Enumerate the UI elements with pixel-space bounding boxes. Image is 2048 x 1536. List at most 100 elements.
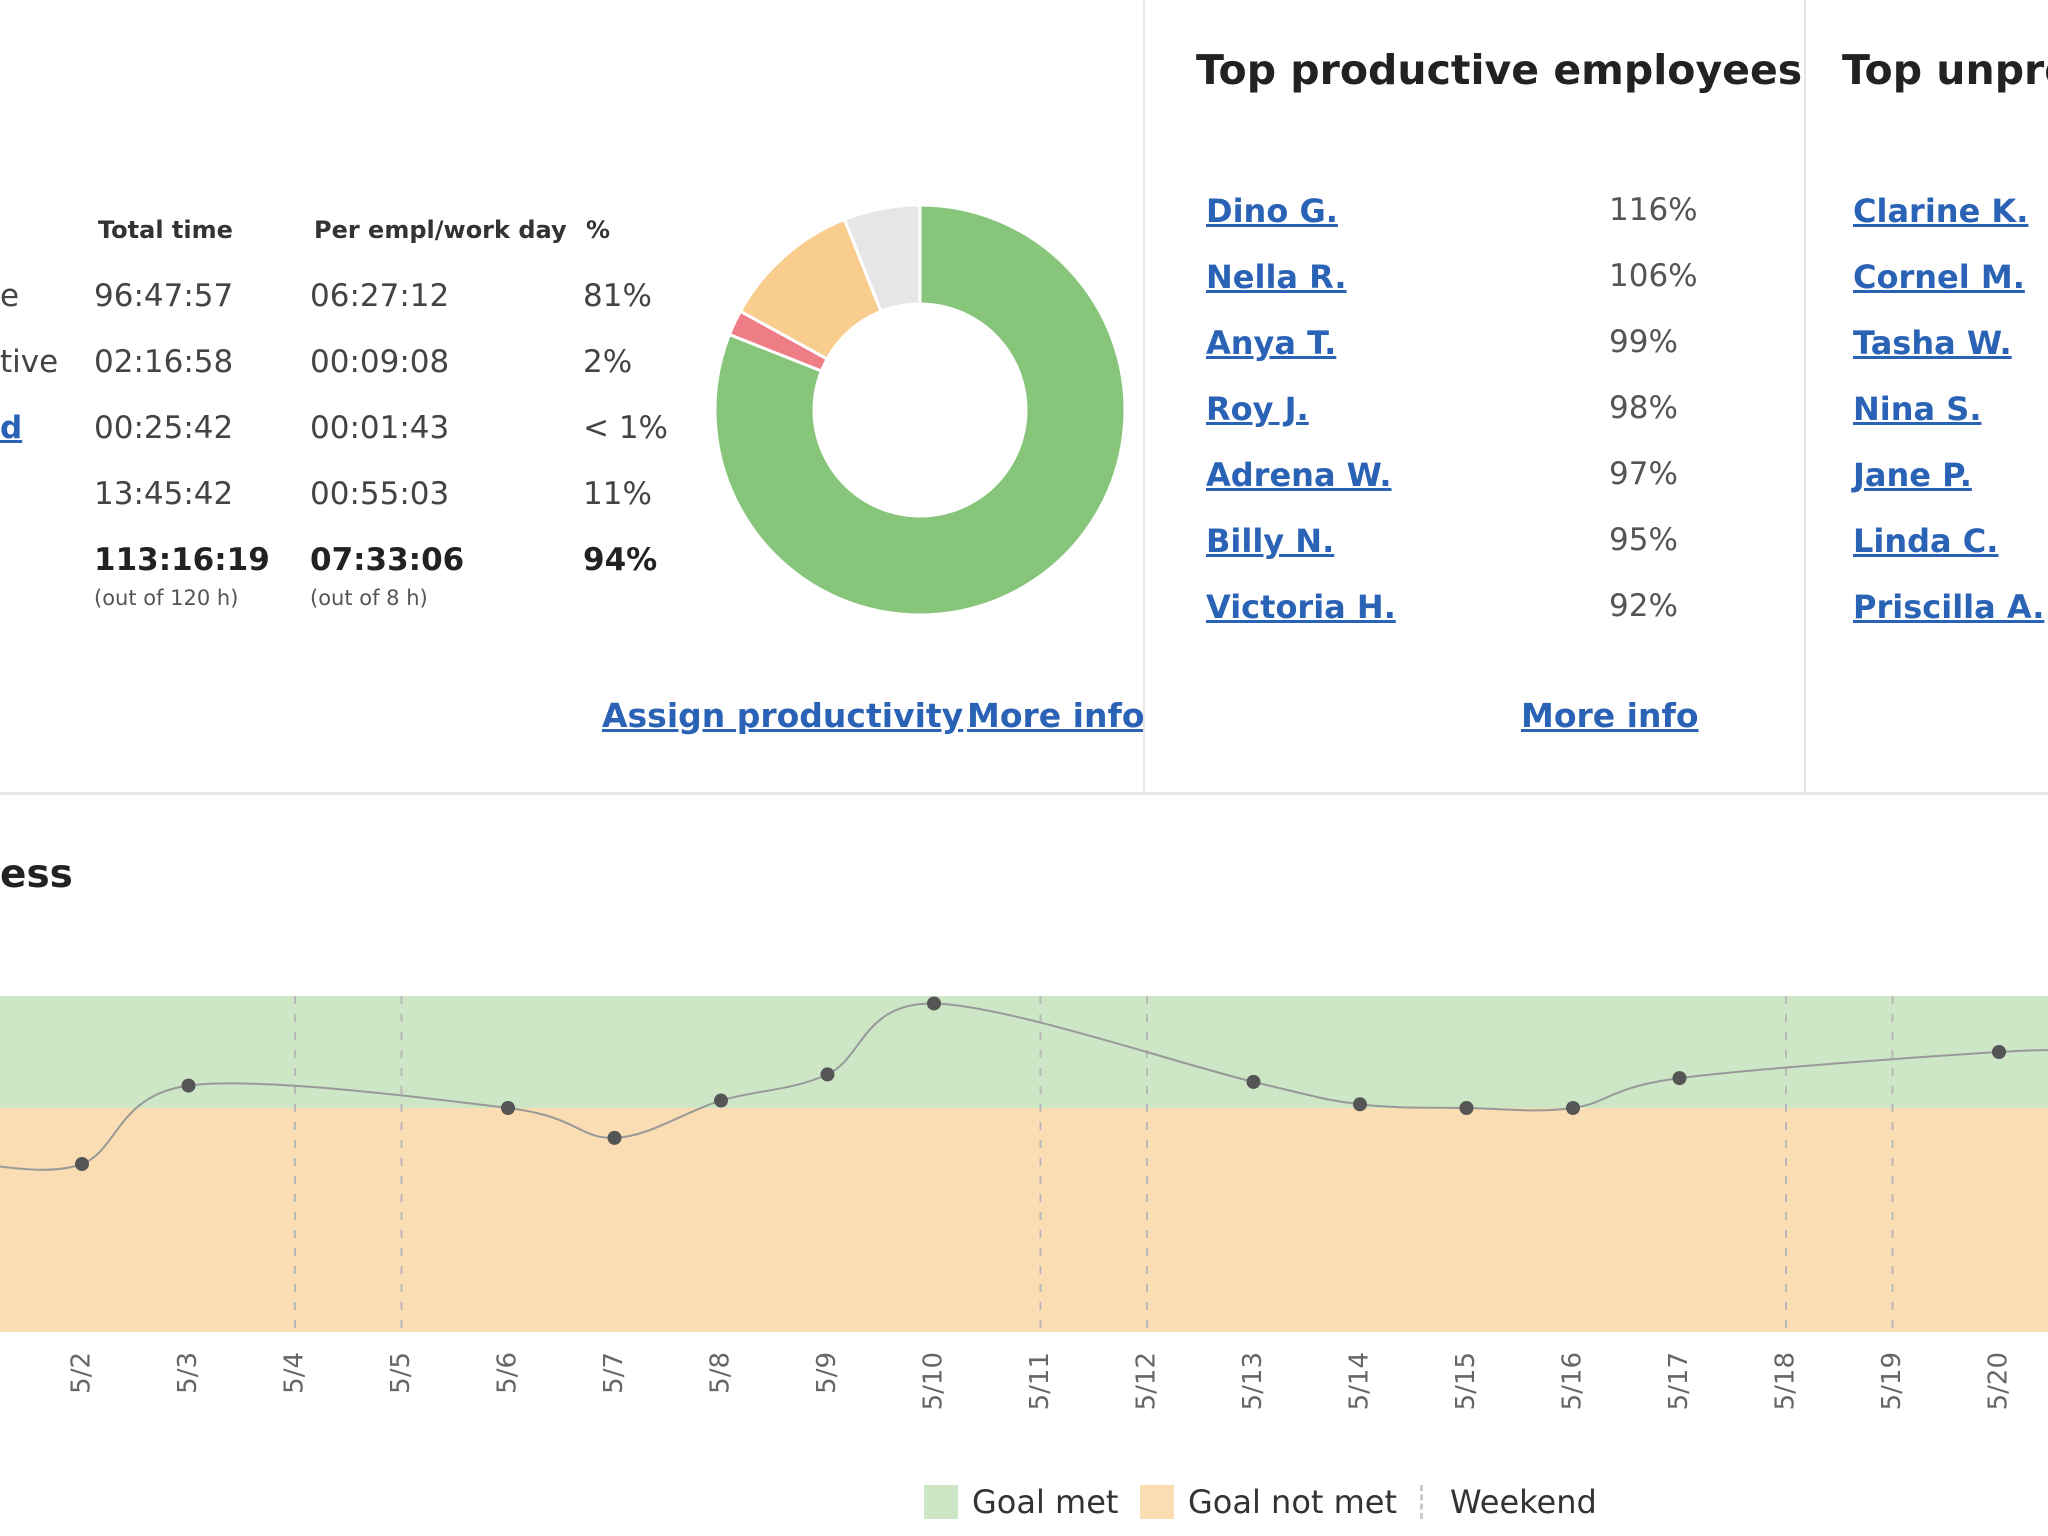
data-point[interactable]: [1459, 1101, 1474, 1115]
x-tick-label: 5/5: [386, 1352, 416, 1394]
legend-label: Weekend: [1450, 1483, 1597, 1521]
legend-weekend: Weekend: [1420, 1482, 1597, 1522]
x-tick-label: 5/6: [493, 1352, 523, 1394]
percent-value: 11%: [583, 476, 652, 512]
x-tick-label: 5/10: [919, 1352, 949, 1410]
goal-not-met-band: [0, 1108, 2048, 1332]
assign-productivity-link[interactable]: Assign productivity: [602, 696, 964, 735]
data-point[interactable]: [1672, 1071, 1687, 1086]
x-tick-label: 5/17: [1664, 1352, 1694, 1410]
total-time-value: 00:25:42: [94, 410, 234, 446]
x-tick-label: 5/15: [1451, 1352, 1481, 1410]
employee-percent: 95%: [1609, 522, 1678, 558]
header-percent: %: [586, 216, 611, 244]
data-point[interactable]: [820, 1067, 835, 1082]
employee-link[interactable]: Victoria H.: [1206, 588, 1396, 626]
employee-link[interactable]: Dino G.: [1206, 192, 1338, 230]
employee-percent: 97%: [1609, 456, 1678, 492]
legend-goal-met: Goal met: [924, 1482, 1118, 1522]
employee-link[interactable]: Tasha W.: [1853, 324, 2012, 362]
series-line: [0, 1002, 2048, 1171]
data-point[interactable]: [1246, 1074, 1261, 1089]
employee-link[interactable]: Priscilla A.: [1853, 588, 2045, 626]
employee-link[interactable]: Nina S.: [1853, 390, 1982, 428]
row-label-link[interactable]: d: [0, 410, 23, 446]
data-point[interactable]: [1353, 1097, 1367, 1112]
total-time-value: 96:47:57: [94, 278, 234, 314]
x-tick-label: 5/4: [280, 1352, 310, 1394]
employee-percent: 92%: [1609, 588, 1678, 624]
employee-link[interactable]: Jane P.: [1853, 456, 1972, 494]
donut-slice-other: [842, 203, 922, 314]
per-day-value: 00:09:08: [310, 344, 450, 380]
percent-value: 81%: [583, 278, 652, 314]
x-tick-label: 5/20: [1984, 1352, 2014, 1410]
productivity-donut-chart: [713, 203, 1127, 617]
panel-divider: [1143, 0, 1145, 793]
employee-link[interactable]: Billy N.: [1206, 522, 1335, 560]
employee-link[interactable]: Adrena W.: [1206, 456, 1392, 494]
total-time-sum: 113:16:19: [94, 542, 270, 578]
employee-link[interactable]: Anya T.: [1206, 324, 1337, 362]
x-tick-label: 5/9: [812, 1352, 842, 1394]
per-day-value: 06:27:12: [310, 278, 450, 314]
data-point[interactable]: [1566, 1101, 1580, 1115]
row-label: e: [0, 278, 20, 314]
header-total-time: Total time: [98, 216, 233, 244]
per-day-value: 00:01:43: [310, 410, 450, 446]
data-point[interactable]: [75, 1157, 89, 1171]
employee-link[interactable]: Linda C.: [1853, 522, 1999, 560]
legend-label: Goal not met: [1188, 1483, 1398, 1521]
x-tick-label: 5/2: [67, 1352, 97, 1394]
x-tick-label: 5/13: [1238, 1352, 1268, 1410]
top-productive-title: Top productive employees: [1196, 46, 1803, 94]
x-tick-label: 5/3: [173, 1352, 203, 1394]
x-tick-label: 5/7: [599, 1352, 629, 1394]
employee-link[interactable]: Roy J.: [1206, 390, 1309, 428]
percent-value: 2%: [583, 344, 633, 380]
employee-link[interactable]: Clarine K.: [1853, 192, 2029, 230]
header-per-day: Per empl/work day: [314, 216, 567, 244]
x-tick-label: 5/12: [1132, 1352, 1162, 1410]
data-point[interactable]: [1992, 1045, 2006, 1059]
more-info-link[interactable]: More info: [1521, 696, 1699, 735]
percent-sum: 94%: [583, 542, 658, 578]
more-info-link[interactable]: More info: [967, 696, 1145, 735]
goal-met-band: [0, 996, 2048, 1108]
legend-label: Goal met: [972, 1483, 1119, 1521]
x-tick-label: 5/8: [706, 1352, 736, 1394]
effectiveness-line-chart: 5/2 5/3 5/4 5/5 5/6 5/7 5/8 5/9 5/10 5/11 5/12 5/13…: [0, 996, 2048, 1410]
donut-slice-productive: [713, 203, 1127, 617]
x-tick-label: 5/19: [1877, 1352, 1907, 1410]
x-tick-label: 5/14: [1345, 1352, 1375, 1410]
data-point[interactable]: [714, 1093, 728, 1108]
employee-percent: 106%: [1609, 258, 1698, 294]
legend-swatch: [1140, 1485, 1174, 1519]
legend-goal-not-met: Goal not met: [1140, 1482, 1397, 1522]
data-point[interactable]: [181, 1078, 196, 1093]
employee-percent: 116%: [1609, 192, 1698, 228]
employee-link[interactable]: Cornel M.: [1853, 258, 2025, 296]
per-day-sum: 07:33:06: [310, 542, 465, 578]
legend-weekend-marker: [1420, 1485, 1426, 1519]
data-point[interactable]: [501, 1101, 515, 1115]
total-time-value: 13:45:42: [94, 476, 234, 512]
x-tick-label: 5/16: [1558, 1352, 1588, 1410]
x-tick-label: 5/11: [1025, 1352, 1055, 1410]
total-time-value: 02:16:58: [94, 344, 234, 380]
per-day-note: (out of 8 h): [310, 586, 428, 610]
legend-swatch: [924, 1485, 958, 1519]
x-tick-label: 5/18: [1771, 1352, 1801, 1410]
data-point[interactable]: [607, 1130, 622, 1145]
employee-link[interactable]: Nella R.: [1206, 258, 1347, 296]
section-divider: [0, 792, 2048, 795]
total-time-note: (out of 120 h): [94, 586, 239, 610]
employee-percent: 99%: [1609, 324, 1678, 360]
employee-percent: 98%: [1609, 390, 1678, 426]
panel-divider: [1804, 0, 1806, 793]
row-label: tive: [0, 344, 59, 380]
data-point[interactable]: [927, 996, 941, 1011]
top-unproductive-title: Top unproc: [1842, 46, 2048, 94]
per-day-value: 00:55:03: [310, 476, 450, 512]
chart-title: ess: [0, 852, 73, 897]
